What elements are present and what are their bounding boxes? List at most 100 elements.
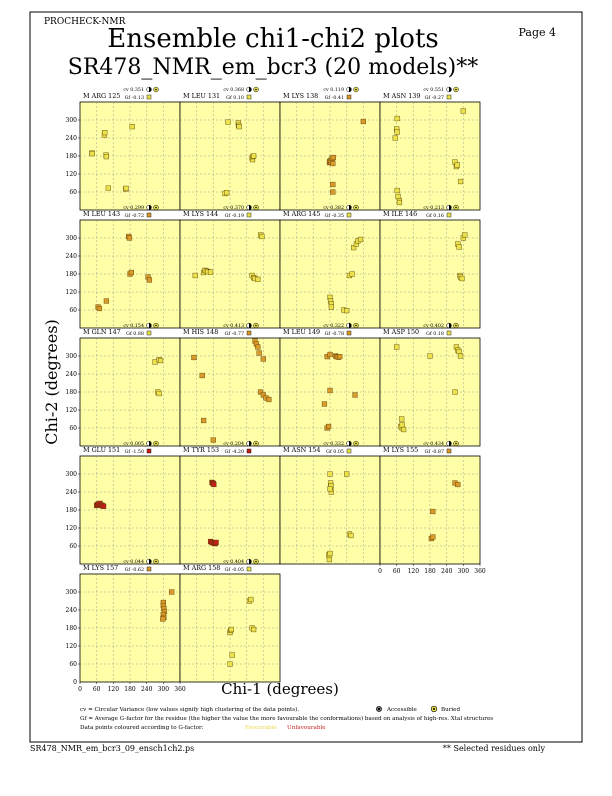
gf-value: Gf 0.88 [126,331,144,337]
data-point [394,129,400,135]
residue-label: M HIS 148 [183,328,218,336]
buried-icon-dot [155,206,157,209]
cv-dial-fill [149,205,152,210]
gf-swatch [146,212,152,218]
x-tick-label: 180 [424,568,436,575]
panel-5: M LYS 144 cv 0.370 Gf -0.19 [179,204,281,329]
data-point [460,108,466,114]
gf-swatch [446,212,452,218]
gf-swatch [346,212,352,218]
y-tick-label: 240 [66,607,78,614]
x-tick-label: 120 [408,568,420,575]
y-tick-label: 0 [73,679,77,686]
cv-dial-fill [149,323,152,328]
data-point [392,135,398,141]
residue-label: M GLU 151 [83,446,120,454]
cv-value: cv 0.213 [423,205,444,211]
cv-dial-fill [249,441,252,446]
data-point [103,298,109,304]
cv-dial-fill [349,323,352,328]
gf-swatch [246,212,252,218]
data-point [360,118,366,125]
y-tick-label: 300 [66,353,78,360]
data-point [169,589,175,595]
buried-icon-dot [455,206,457,209]
gf-value: Gf -0.62 [125,567,144,573]
data-point [210,437,216,443]
gf-value: Gf -0.19 [225,213,244,219]
data-point [228,626,234,633]
data-point [192,272,198,279]
buried-icon-dot [355,442,357,445]
residue-label: M ASN 139 [383,92,420,100]
data-point [255,276,261,283]
residue-label: M ILE 146 [383,210,417,218]
data-point [330,181,336,188]
residue-label: M ARG 145 [283,210,320,218]
buried-icon-dot [255,324,257,327]
legend-gf-text: Gf = Average G-factor for the residue (t… [80,715,493,722]
y-tick-label: 180 [66,271,78,278]
y-tick-label: 300 [66,471,78,478]
data-point [456,244,462,250]
residue-label: M LEU 131 [183,92,220,100]
y-tick-label: 60 [69,661,77,668]
gf-swatch [346,448,352,454]
data-point [452,389,458,395]
cv-value: cv 0.154 [123,323,144,329]
buried-icon-dot [155,442,157,445]
y-tick-label: 240 [66,135,78,142]
panel-16: M LYS 157 cv 0.044 Gf -0.62 60 120 180 240 300 [66,558,181,683]
cv-value: cv 0.204 [223,441,244,447]
cv-value: cv 0.005 [123,441,144,447]
data-point [321,401,328,407]
data-point [260,392,266,398]
cv-dial-fill [149,87,152,92]
x-tick-label: 300 [458,568,470,575]
data-point [396,199,403,206]
residue-label: M ASN 154 [283,446,320,454]
legend-accessible: Accessible [386,707,418,713]
data-point [248,596,254,603]
panel-15: M LYS 155 cv 0.434 Gf -0.87 [379,440,481,565]
data-point [257,389,264,395]
gf-swatch [246,330,252,336]
x-tick-label: 0 [378,568,382,575]
gf-value: Gf 0.10 [226,95,244,101]
gf-value: Gf -0.27 [425,95,444,101]
gf-value: Gf -0.13 [125,95,144,101]
gf-value: Gf 0.18 [426,331,444,337]
data-point [462,232,468,238]
cv-value: cv 0.382 [323,205,344,211]
data-point [344,308,350,314]
data-point [349,271,355,277]
data-point [326,423,332,430]
data-point [227,661,233,667]
residue-label: M LYS 144 [183,210,218,218]
cv-value: cv 0.434 [423,441,444,447]
residue-label: M ARG 158 [183,564,220,572]
data-point [394,187,400,194]
data-point [327,387,333,394]
cv-value: cv 0.299 [123,205,144,211]
data-point [251,153,257,159]
data-point [211,481,217,488]
data-point [394,115,400,122]
gf-swatch [146,566,152,572]
y-tick-label: 60 [69,189,77,196]
data-point [123,185,129,192]
cv-value: cv 0.322 [323,323,344,329]
data-point [96,305,103,312]
buried-icon [430,705,438,713]
buried-icon-dot [455,324,457,327]
program-label: PROCHECK-NMR [44,17,126,27]
y-tick-label: 300 [66,589,78,596]
residue-label: M LYS 155 [383,446,418,454]
x-tick-label: 300 [158,686,170,693]
